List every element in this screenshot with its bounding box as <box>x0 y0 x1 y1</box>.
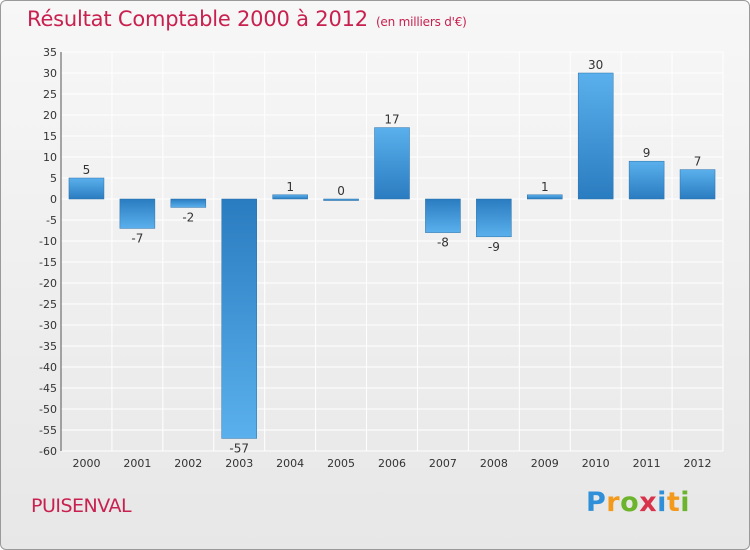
data-label: -9 <box>488 240 500 254</box>
x-tick-label: 2008 <box>480 457 508 470</box>
bar <box>221 198 257 439</box>
y-tick-label: 15 <box>43 130 57 143</box>
title-text: Résultat Comptable 2000 à 2012 <box>27 7 368 31</box>
chart-title: Résultat Comptable 2000 à 2012 (en millie… <box>27 7 467 31</box>
y-tick-label: -60 <box>39 445 57 458</box>
unit-label: (en milliers d'€) <box>375 15 467 29</box>
bar <box>323 198 359 201</box>
y-tick-label: 5 <box>50 172 57 185</box>
data-label: 30 <box>588 58 603 72</box>
y-tick-label: 0 <box>50 193 57 206</box>
bar <box>679 169 716 200</box>
bar <box>119 198 156 229</box>
data-label: 17 <box>384 113 399 127</box>
y-tick-label: -5 <box>46 214 57 227</box>
data-label: -7 <box>131 231 143 245</box>
y-tick-label: -45 <box>39 382 57 395</box>
y-tick-label: 30 <box>43 67 57 80</box>
bar <box>170 198 207 208</box>
y-tick-label: -50 <box>39 403 57 416</box>
x-tick-label: 2000 <box>72 457 100 470</box>
data-label: -57 <box>229 441 249 455</box>
x-tick-label: 2004 <box>276 457 304 470</box>
x-tick-label: 2010 <box>582 457 610 470</box>
y-tick-label: -20 <box>39 277 57 290</box>
data-label: 5 <box>83 163 91 177</box>
y-tick-label: -55 <box>39 424 57 437</box>
bars <box>68 72 716 439</box>
proxiti-logo: Proxiti <box>586 487 691 518</box>
data-label: 1 <box>286 180 294 194</box>
bar <box>476 198 512 238</box>
data-labels: 5 -7 -2 -57 1 0 17 -8 -9 1 30 9 7 <box>83 58 702 455</box>
data-label: 0 <box>337 184 345 198</box>
y-tick-label: -40 <box>39 361 57 374</box>
x-tick-label: 2009 <box>531 457 559 470</box>
data-label: 7 <box>694 155 702 169</box>
x-tick-label: 2002 <box>174 457 202 470</box>
data-label: 9 <box>643 146 651 160</box>
data-label: -8 <box>437 236 449 250</box>
commune-name: PUISENVAL <box>31 495 132 517</box>
data-label: 1 <box>541 180 549 194</box>
bar <box>272 194 308 200</box>
y-tick-label: -10 <box>39 235 57 248</box>
y-tick-label: -30 <box>39 319 57 332</box>
x-tick-label: 2007 <box>429 457 457 470</box>
bar <box>425 198 461 233</box>
bar <box>374 127 410 200</box>
bar <box>628 160 665 200</box>
bar <box>577 72 614 200</box>
y-tick-label: -25 <box>39 298 57 311</box>
x-tick-label: 2001 <box>123 457 151 470</box>
y-tick-label: 10 <box>43 151 57 164</box>
x-tick-label: 2012 <box>684 457 712 470</box>
y-tick-label: 20 <box>43 109 57 122</box>
x-tick-label: 2011 <box>633 457 661 470</box>
axes: 35302520151050-5-10-15-20-25-30-35-40-45… <box>39 46 712 470</box>
y-tick-label: -35 <box>39 340 57 353</box>
y-tick-label: 25 <box>43 88 57 101</box>
x-tick-label: 2005 <box>327 457 355 470</box>
y-tick-label: 35 <box>43 46 57 59</box>
x-tick-label: 2003 <box>225 457 253 470</box>
bar <box>68 177 105 200</box>
bar <box>527 194 563 200</box>
x-tick-label: 2006 <box>378 457 406 470</box>
data-label: -2 <box>182 210 194 224</box>
y-tick-label: -15 <box>39 256 57 269</box>
